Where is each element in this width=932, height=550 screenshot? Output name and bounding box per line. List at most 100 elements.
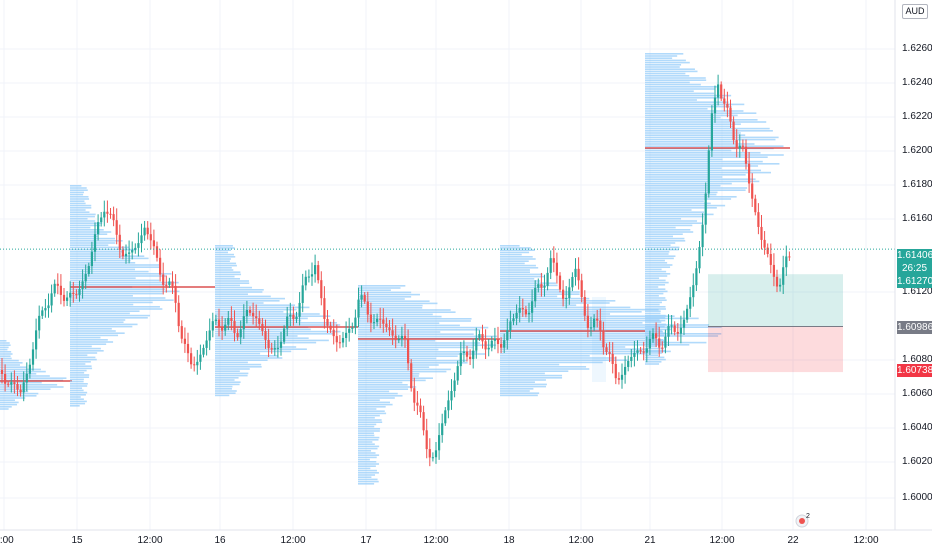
volume-profile-bar: [70, 202, 86, 205]
volume-profile-bar: [645, 191, 718, 194]
volume-profile-bar: [70, 226, 91, 229]
volume-profile-bar: [215, 372, 249, 375]
volume-profile-bar: [0, 366, 27, 368]
candle-body: [524, 309, 527, 315]
volume-profile-bar: [645, 336, 658, 339]
volume-profile-bar: [358, 397, 395, 399]
volume-profile-bar: [0, 388, 51, 390]
candle-body: [248, 310, 252, 313]
candle-body: [425, 430, 428, 450]
volume-profile-bar: [645, 312, 661, 315]
volume-profile-bar: [70, 235, 98, 238]
candle-body: [546, 272, 549, 286]
volume-profile-bar: [645, 86, 719, 88]
volume-profile-bar: [70, 204, 92, 207]
tradingview-logo-icon[interactable]: 2: [795, 512, 811, 528]
volume-profile-bar: [215, 377, 239, 379]
candle-body: [261, 323, 264, 331]
currency-label[interactable]: AUD: [902, 4, 928, 19]
candle-body: [692, 285, 695, 298]
volume-profile-bar: [645, 354, 659, 356]
candle-body: [645, 348, 648, 353]
volume-profile-bar: [500, 295, 558, 298]
volume-profile-bar: [215, 366, 262, 368]
candle-body: [168, 281, 171, 286]
candle-body: [143, 227, 146, 236]
volume-profile-bar: [645, 141, 738, 143]
candle-body: [527, 312, 531, 315]
volume-profile-bar: [0, 406, 12, 408]
candle-body: [472, 350, 475, 360]
candle-body: [128, 252, 131, 254]
volume-profile-bar: [70, 308, 163, 310]
candle-body: [10, 382, 13, 385]
volume-profile-bar: [645, 277, 660, 279]
volume-profile-bar: [645, 145, 784, 147]
candle-body: [273, 348, 276, 350]
volume-profile-bar: [358, 467, 371, 470]
volume-profile-bar: [500, 324, 710, 326]
volume-profile-bar: [500, 352, 647, 355]
candle-body: [431, 457, 434, 459]
volume-profile-bar: [645, 81, 690, 84]
candle-body: [115, 220, 118, 235]
candle-body: [732, 121, 735, 141]
volume-profile-bar: [500, 383, 547, 386]
volume-profile-bar: [500, 297, 590, 300]
volume-profile-bar: [215, 385, 233, 388]
volume-profile-bar: [70, 277, 136, 279]
volume-profile-bar: [0, 392, 39, 395]
volume-profile-bar: [645, 202, 711, 205]
volume-profile-bar: [70, 237, 116, 240]
volume-profile-bar: [358, 439, 379, 441]
volume-profile-bar: [70, 352, 98, 354]
volume-profile-bar: [358, 379, 426, 382]
volume-profile-bar: [358, 304, 423, 307]
volume-profile-bar: [358, 412, 387, 415]
volume-profile-bar: [358, 465, 376, 467]
volume-profile-bar: [70, 345, 92, 348]
volume-profile-bar: [358, 406, 386, 408]
volume-profile-bar: [70, 244, 109, 246]
volume-profile-bar: [645, 264, 673, 266]
volume-profile-bar: [645, 209, 692, 211]
volume-profile-bar: [358, 432, 374, 434]
volume-profile-bar: [0, 373, 37, 375]
volume-profile-bar: [358, 302, 438, 305]
volume-profile-bar: [215, 302, 264, 304]
candle-body: [611, 353, 614, 364]
logo-text: 2: [806, 513, 810, 520]
volume-profile-bar: [215, 280, 249, 282]
candle-body: [738, 145, 741, 149]
volume-profile-bar: [70, 310, 140, 312]
volume-profile-bar: [215, 278, 240, 280]
volume-profile-bar: [645, 185, 721, 187]
candle-body: [227, 317, 230, 325]
volume-profile-bar: [70, 341, 114, 343]
candle-body: [682, 319, 686, 328]
volume-profile-bar: [215, 295, 271, 298]
volume-profile-bar: [645, 169, 761, 172]
volume-profile-bar: [645, 253, 669, 255]
time-tick-label: 12:00: [423, 535, 449, 546]
candle-body: [149, 234, 152, 241]
candle-body: [487, 347, 490, 350]
candle-body: [317, 265, 320, 281]
price-tick-label: 1.61200: [902, 286, 932, 297]
candle-body: [35, 330, 38, 350]
volume-profile-bar: [645, 114, 738, 117]
volume-profile-bar: [645, 220, 698, 222]
candle-body: [388, 327, 391, 331]
volume-profile-bar: [0, 386, 64, 388]
candle-body: [500, 343, 503, 348]
candle-body: [193, 364, 196, 366]
candle-body: [53, 283, 56, 294]
volume-profile-bar: [70, 198, 90, 200]
candle-body: [62, 294, 66, 301]
volume-profile-bar: [645, 103, 745, 106]
stop-price-badge: 1.60738: [897, 364, 932, 377]
candle-body: [509, 321, 512, 331]
volume-profile-bar: [358, 421, 383, 423]
volume-profile-bar: [645, 303, 660, 306]
